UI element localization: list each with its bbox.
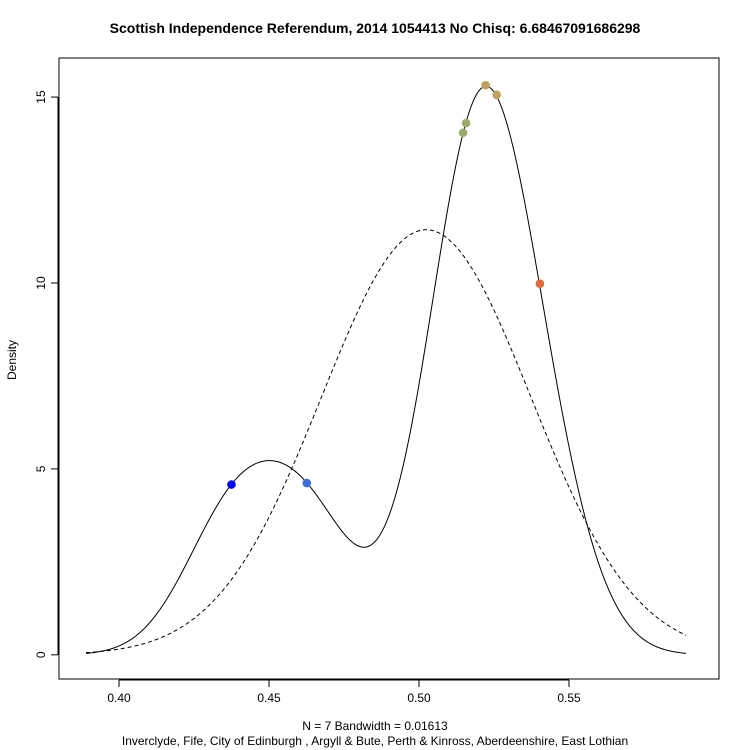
x-tick-label: 0.50 xyxy=(407,691,431,705)
data-point xyxy=(461,118,471,128)
x-axis-label: N = 7 Bandwidth = 0.01613 xyxy=(302,719,448,733)
x-tick-label: 0.45 xyxy=(257,691,281,705)
y-tick-label: 15 xyxy=(34,90,48,104)
data-point xyxy=(481,80,490,90)
data-point xyxy=(535,279,545,289)
y-tick-label: 0 xyxy=(34,651,48,658)
data-point xyxy=(492,90,502,100)
x-tick-label: 0.40 xyxy=(107,691,131,705)
y-tick-label: 10 xyxy=(34,276,48,290)
x-tick-label: 0.55 xyxy=(557,691,581,705)
data-point xyxy=(458,128,468,138)
chart-title: Scottish Independence Referendum, 2014 1… xyxy=(109,20,641,36)
caption: Inverclyde, Fife, City of Edinburgh , Ar… xyxy=(121,734,629,748)
plot-frame xyxy=(58,57,720,680)
data-point xyxy=(227,480,236,489)
data-point xyxy=(302,478,312,488)
normal-curve xyxy=(85,229,687,654)
density-curve xyxy=(85,85,687,654)
y-tick-label: 5 xyxy=(34,465,48,472)
